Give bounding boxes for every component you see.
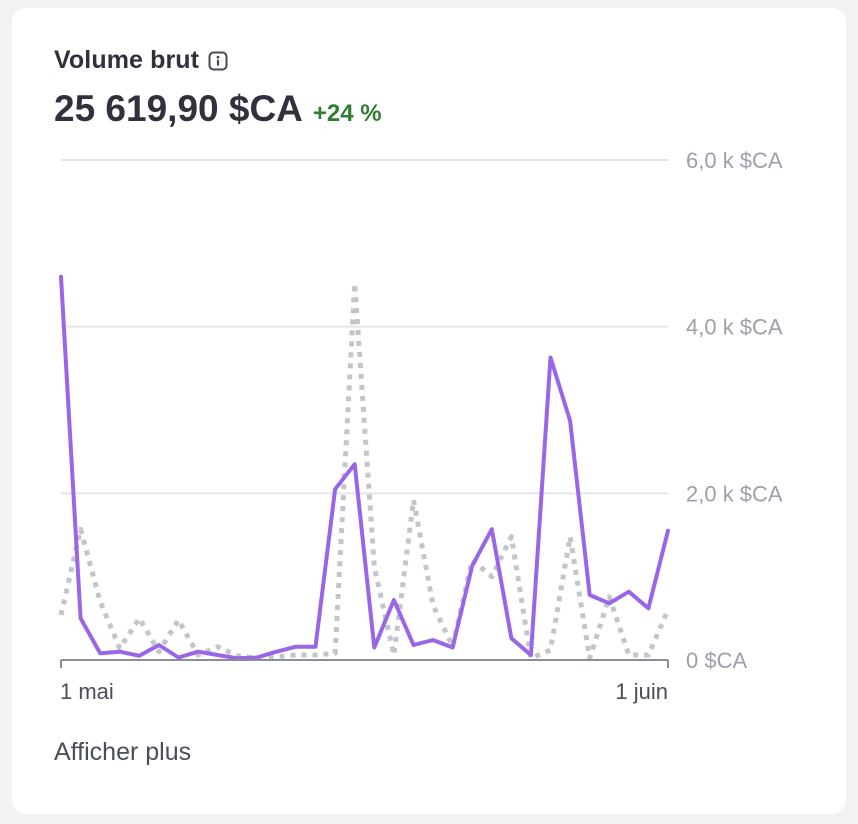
y-tick-label: 2,0 k $CA [686,481,783,506]
y-tick-label: 0 $CA [686,648,747,673]
title-row: Volume brut [54,46,228,75]
x-tick-label: 1 juin [615,679,668,704]
series-lines [58,274,671,661]
y-tick-label: 6,0 k $CA [686,148,783,173]
axis: 0 $CA 2,0 k $CA 4,0 k $CA 6,0 k $CA 1 mai 1 j… [60,148,783,704]
change-badge: +24 % [312,100,382,127]
show-more-link[interactable]: Afficher plus [54,738,192,766]
info-icon[interactable] [208,51,228,71]
grid-lines [61,159,668,495]
y-tick-label: 4,0 k $CA [686,315,783,340]
previous-period-line [58,280,671,661]
total-value: 25 619,90 $CA [54,88,303,129]
x-tick-label: 1 mai [60,679,114,704]
current-period-line [59,274,670,661]
value-row: 25 619,90 $CA +24 % [54,88,382,130]
card-title: Volume brut [54,46,200,74]
gross-volume-card: Volume brut 25 619,90 $CA +24 % Afficher… [12,8,846,814]
